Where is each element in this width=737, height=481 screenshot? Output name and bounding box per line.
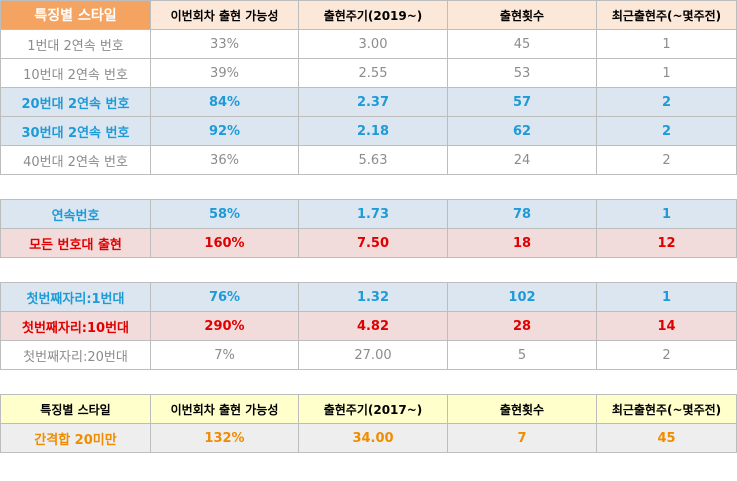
cell-cycle: 2.18: [298, 116, 448, 146]
spacer-cell: [0, 257, 151, 283]
spacer-cell: [150, 174, 299, 200]
cell-count: 7: [447, 423, 597, 453]
cell-cycle: 2.37: [298, 87, 448, 117]
cell-style: 1번대 2연속 번호: [0, 29, 151, 59]
cell-recent: 2: [596, 340, 737, 370]
cell-count: 53: [447, 58, 597, 88]
cell-count: 18: [447, 228, 597, 258]
cell-cycle: 27.00: [298, 340, 448, 370]
cell-probability: 290%: [150, 311, 299, 341]
cell-recent: 45: [596, 423, 737, 453]
header-row: 특징별 스타일 이번회차 출현 가능성 출현주기(2019~) 출현횟수 최근출…: [0, 0, 737, 30]
cell-style: 첫번째자리:20번대: [0, 340, 151, 370]
spacer-cell: [0, 369, 151, 395]
cell-count: 57: [447, 87, 597, 117]
cell-count: 45: [447, 29, 597, 59]
cell-probability: 92%: [150, 116, 299, 146]
header-row-2: 특징별 스타일 이번회차 출현 가능성 출현주기(2017~) 출현횟수 최근출…: [0, 394, 737, 424]
header-style: 특징별 스타일: [0, 0, 151, 30]
cell-recent: 1: [596, 199, 737, 229]
cell-recent: 12: [596, 228, 737, 258]
cell-recent: 1: [596, 58, 737, 88]
header-count: 출현횟수: [447, 394, 597, 424]
cell-cycle: 34.00: [298, 423, 448, 453]
cell-recent: 1: [596, 29, 737, 59]
cell-cycle: 2.55: [298, 58, 448, 88]
spacer-row: [0, 369, 737, 395]
cell-style: 10번대 2연속 번호: [0, 58, 151, 88]
cell-cycle: 3.00: [298, 29, 448, 59]
table-row: 첫번째자리:1번대 76% 1.32 102 1: [0, 282, 737, 312]
spacer-cell: [447, 369, 597, 395]
cell-recent: 2: [596, 87, 737, 117]
table-row: 연속번호 58% 1.73 78 1: [0, 199, 737, 229]
header-probability: 이번회차 출현 가능성: [150, 0, 299, 30]
spacer-cell: [447, 257, 597, 283]
spacer-cell: [298, 369, 448, 395]
cell-probability: 7%: [150, 340, 299, 370]
cell-cycle: 7.50: [298, 228, 448, 258]
table-row: 20번대 2연속 번호 84% 2.37 57 2: [0, 87, 737, 117]
header-recent: 최근출현주(~몇주전): [596, 0, 737, 30]
cell-recent: 2: [596, 145, 737, 175]
table-row: 첫번째자리:20번대 7% 27.00 5 2: [0, 340, 737, 370]
cell-style: 20번대 2연속 번호: [0, 87, 151, 117]
stats-table: 특징별 스타일 이번회차 출현 가능성 출현주기(2019~) 출현횟수 최근출…: [0, 0, 737, 453]
spacer-cell: [150, 369, 299, 395]
header-count: 출현횟수: [447, 0, 597, 30]
cell-cycle: 5.63: [298, 145, 448, 175]
cell-style: 첫번째자리:10번대: [0, 311, 151, 341]
table-row: 10번대 2연속 번호 39% 2.55 53 1: [0, 58, 737, 88]
cell-count: 62: [447, 116, 597, 146]
cell-recent: 2: [596, 116, 737, 146]
cell-probability: 160%: [150, 228, 299, 258]
spacer-cell: [0, 174, 151, 200]
cell-cycle: 1.32: [298, 282, 448, 312]
cell-style: 간격합 20미만: [0, 423, 151, 453]
table-row: 1번대 2연속 번호 33% 3.00 45 1: [0, 29, 737, 59]
cell-count: 28: [447, 311, 597, 341]
cell-recent: 14: [596, 311, 737, 341]
spacer-cell: [596, 369, 737, 395]
spacer-cell: [447, 174, 597, 200]
cell-cycle: 1.73: [298, 199, 448, 229]
header-style: 특징별 스타일: [0, 394, 151, 424]
cell-probability: 58%: [150, 199, 299, 229]
header-probability: 이번회차 출현 가능성: [150, 394, 299, 424]
spacer-row: [0, 174, 737, 200]
table-row: 간격합 20미만 132% 34.00 7 45: [0, 423, 737, 453]
header-recent: 최근출현주(~몇주전): [596, 394, 737, 424]
table-row: 40번대 2연속 번호 36% 5.63 24 2: [0, 145, 737, 175]
cell-probability: 76%: [150, 282, 299, 312]
spacer-cell: [596, 174, 737, 200]
spacer-cell: [298, 174, 448, 200]
spacer-cell: [596, 257, 737, 283]
cell-probability: 84%: [150, 87, 299, 117]
cell-style: 연속번호: [0, 199, 151, 229]
cell-recent: 1: [596, 282, 737, 312]
cell-cycle: 4.82: [298, 311, 448, 341]
cell-style: 30번대 2연속 번호: [0, 116, 151, 146]
header-cycle: 출현주기(2017~): [298, 394, 448, 424]
cell-style: 모든 번호대 출현: [0, 228, 151, 258]
spacer-cell: [298, 257, 448, 283]
table-row: 모든 번호대 출현 160% 7.50 18 12: [0, 228, 737, 258]
cell-style: 40번대 2연속 번호: [0, 145, 151, 175]
cell-probability: 132%: [150, 423, 299, 453]
table-row: 첫번째자리:10번대 290% 4.82 28 14: [0, 311, 737, 341]
table-row: 30번대 2연속 번호 92% 2.18 62 2: [0, 116, 737, 146]
cell-count: 78: [447, 199, 597, 229]
cell-count: 102: [447, 282, 597, 312]
cell-count: 5: [447, 340, 597, 370]
spacer-cell: [150, 257, 299, 283]
cell-probability: 33%: [150, 29, 299, 59]
header-cycle: 출현주기(2019~): [298, 0, 448, 30]
spacer-row: [0, 257, 737, 283]
cell-probability: 39%: [150, 58, 299, 88]
cell-count: 24: [447, 145, 597, 175]
cell-probability: 36%: [150, 145, 299, 175]
cell-style: 첫번째자리:1번대: [0, 282, 151, 312]
